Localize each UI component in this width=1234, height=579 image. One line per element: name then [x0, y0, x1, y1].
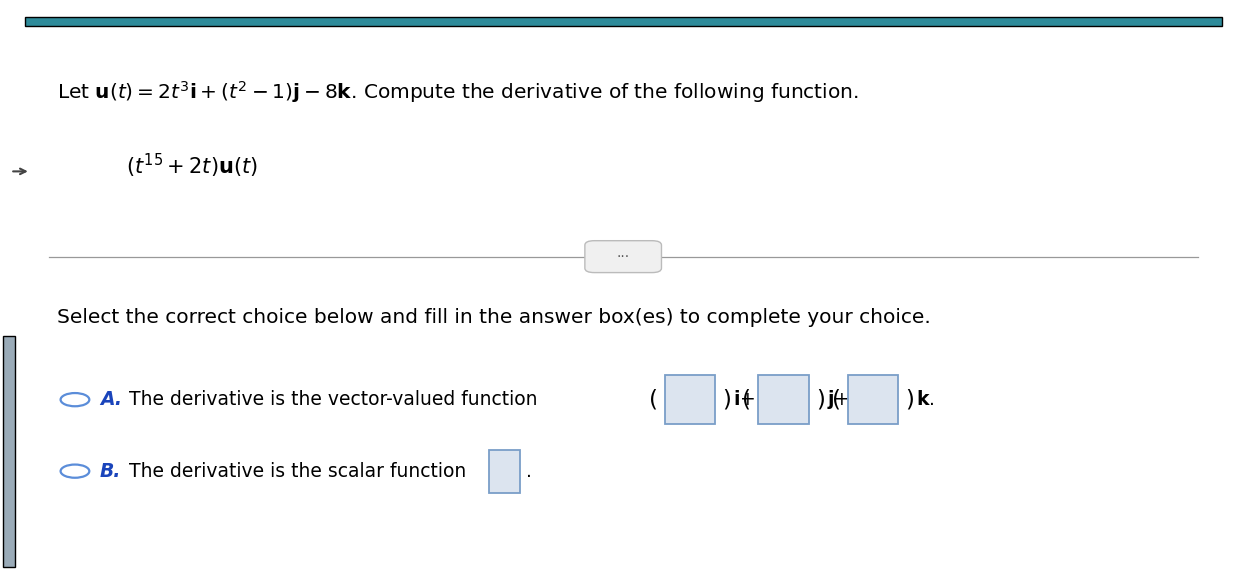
- Text: B.: B.: [100, 461, 121, 481]
- Text: The derivative is the scalar function: The derivative is the scalar function: [128, 461, 466, 481]
- Text: Select the correct choice below and fill in the answer box(es) to complete your : Select the correct choice below and fill…: [57, 307, 930, 327]
- Text: $\mathbf{k}$.: $\mathbf{k}$.: [917, 390, 935, 409]
- FancyBboxPatch shape: [585, 241, 661, 273]
- Text: The derivative is the vector-valued function: The derivative is the vector-valued func…: [128, 390, 537, 409]
- Text: (: (: [832, 388, 842, 411]
- Text: $\mathbf{j}$+: $\mathbf{j}$+: [827, 388, 849, 411]
- Text: .: .: [526, 461, 532, 481]
- FancyBboxPatch shape: [25, 17, 1222, 25]
- Text: $\mathbf{i}$+: $\mathbf{i}$+: [733, 390, 755, 409]
- FancyBboxPatch shape: [489, 450, 521, 493]
- Text: Let $\mathbf{u}(t) = 2t^3\mathbf{i} + \left(t^2 - 1\right)\mathbf{j} - 8\mathbf{: Let $\mathbf{u}(t) = 2t^3\mathbf{i} + \l…: [57, 79, 859, 105]
- Text: A.: A.: [100, 390, 122, 409]
- Text: ): ): [816, 388, 824, 411]
- Text: ): ): [906, 388, 914, 411]
- Text: (: (: [742, 388, 752, 411]
- Text: ···: ···: [617, 250, 629, 263]
- FancyBboxPatch shape: [759, 375, 808, 424]
- FancyBboxPatch shape: [665, 375, 716, 424]
- Text: (: (: [649, 388, 658, 411]
- Text: $\left(t^{15} + 2t\right)\mathbf{u}(t)$: $\left(t^{15} + 2t\right)\mathbf{u}(t)$: [126, 152, 258, 180]
- FancyBboxPatch shape: [4, 336, 15, 567]
- FancyBboxPatch shape: [848, 375, 898, 424]
- Text: ): ): [723, 388, 732, 411]
